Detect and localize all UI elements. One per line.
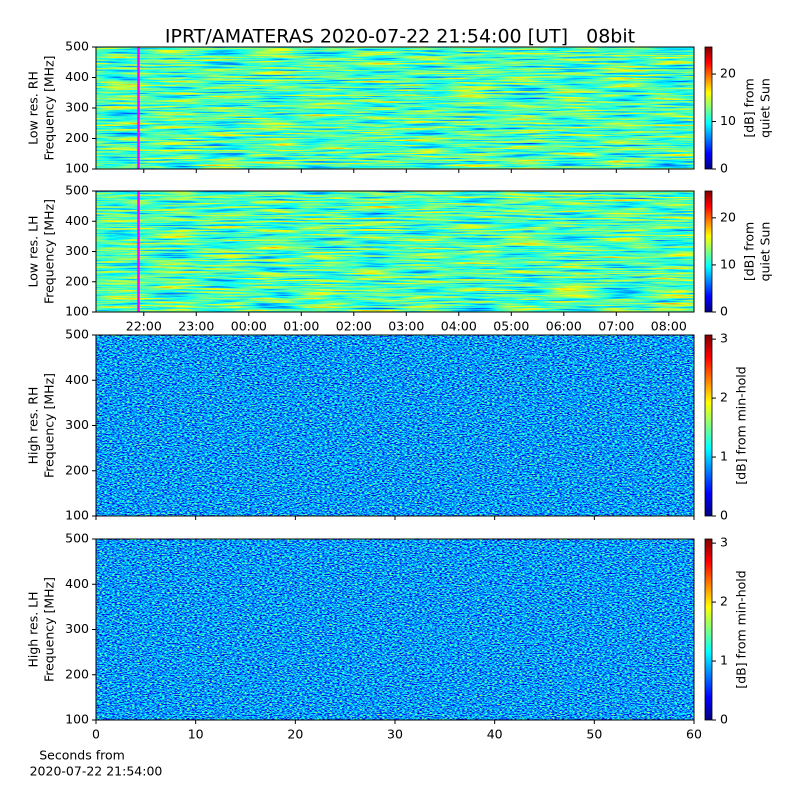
colorbar-label: quiet Sun [758, 78, 773, 138]
colorbar-tick-label: 0 [720, 508, 728, 523]
y-axis-label: High res. RH [26, 387, 41, 465]
colorbar-label: [dB] from min-hold [734, 366, 749, 484]
x-tick-label: 40 [487, 727, 503, 742]
y-tick-label: 300 [65, 100, 89, 115]
colorbar-tick-label: 1 [720, 449, 728, 464]
x-tick-label: 04:00 [441, 319, 477, 334]
chart-title: IPRT/AMATERAS 2020-07-22 21:54:00 [UT] 0… [165, 26, 635, 48]
y-axis-label: Frequency [MHz] [42, 373, 57, 478]
y-tick-label: 500 [65, 327, 89, 342]
y-tick-label: 300 [65, 417, 89, 432]
x-tick-label: 22:00 [126, 319, 162, 334]
x-tick-label: 30 [387, 727, 403, 742]
y-axis-label: High res. LH [26, 591, 41, 667]
y-tick-label: 200 [65, 666, 89, 681]
y-tick-label: 100 [65, 508, 89, 523]
colorbar-tick-label: 20 [720, 66, 736, 81]
x-tick-label: 08:00 [651, 319, 687, 334]
y-tick-label: 500 [65, 39, 89, 54]
y-axis-label: Frequency [MHz] [42, 55, 57, 160]
y-tick-label: 400 [65, 576, 89, 591]
y-tick-label: 100 [65, 712, 89, 727]
colorbar [704, 190, 713, 313]
colorbar-tick-label: 2 [720, 390, 728, 405]
y-tick-label: 500 [65, 183, 89, 198]
y-tick-label: 300 [65, 243, 89, 258]
y-tick-label: 400 [65, 372, 89, 387]
x-tick-label: 07:00 [598, 319, 634, 334]
colorbar-label: [dB] from [742, 78, 757, 137]
colorbar-tick-label: 1 [720, 653, 728, 668]
x-tick-label: 60 [686, 727, 702, 742]
x-tick-label: 05:00 [493, 319, 529, 334]
spectrogram [96, 539, 694, 720]
colorbar-label: [dB] from min-hold [734, 570, 749, 688]
x-tick-label: 03:00 [388, 319, 424, 334]
colorbar-tick-label: 2 [720, 594, 728, 609]
colorbar-tick-label: 0 [720, 304, 728, 319]
colorbar-tick-label: 20 [720, 209, 736, 224]
y-tick-label: 100 [65, 304, 89, 319]
colorbar [704, 538, 713, 721]
colorbar-label: [dB] from [742, 222, 757, 281]
x-tick-label: 00:00 [231, 319, 267, 334]
colorbar-tick-label: 3 [720, 535, 728, 550]
x-axis-label: Seconds from [39, 748, 125, 763]
y-tick-label: 300 [65, 621, 89, 636]
colorbar-tick-label: 0 [720, 712, 728, 727]
y-tick-label: 500 [65, 531, 89, 546]
x-tick-label: 23:00 [178, 319, 214, 334]
y-tick-label: 400 [65, 69, 89, 84]
spectrogram [96, 47, 694, 169]
y-tick-label: 400 [65, 213, 89, 228]
x-tick-label: 02:00 [336, 319, 372, 334]
y-axis-label: Low res. RH [26, 71, 41, 145]
colorbar-tick-label: 0 [720, 161, 728, 176]
colorbar-tick-label: 10 [720, 113, 736, 128]
y-axis-label: Frequency [MHz] [42, 199, 57, 304]
y-tick-label: 200 [65, 130, 89, 145]
x-tick-label: 0 [92, 727, 100, 742]
y-axis-label: Frequency [MHz] [42, 577, 57, 682]
x-tick-label: 10 [188, 727, 204, 742]
colorbar [704, 46, 713, 170]
x-tick-label: 50 [586, 727, 602, 742]
y-tick-label: 200 [65, 462, 89, 477]
x-tick-label: 06:00 [546, 319, 582, 334]
x-axis-label: 2020-07-22 21:54:00 [30, 764, 163, 779]
y-tick-label: 100 [65, 161, 89, 176]
y-axis-label: Low res. LH [26, 216, 41, 288]
x-tick-label: 20 [287, 727, 303, 742]
colorbar-tick-label: 3 [720, 331, 728, 346]
colorbar-label: quiet Sun [758, 222, 773, 282]
colorbar-tick-label: 10 [720, 256, 736, 271]
y-tick-label: 200 [65, 273, 89, 288]
spectrogram [96, 191, 694, 312]
colorbar [704, 334, 713, 517]
spectrogram [96, 335, 694, 516]
x-tick-label: 01:00 [283, 319, 319, 334]
